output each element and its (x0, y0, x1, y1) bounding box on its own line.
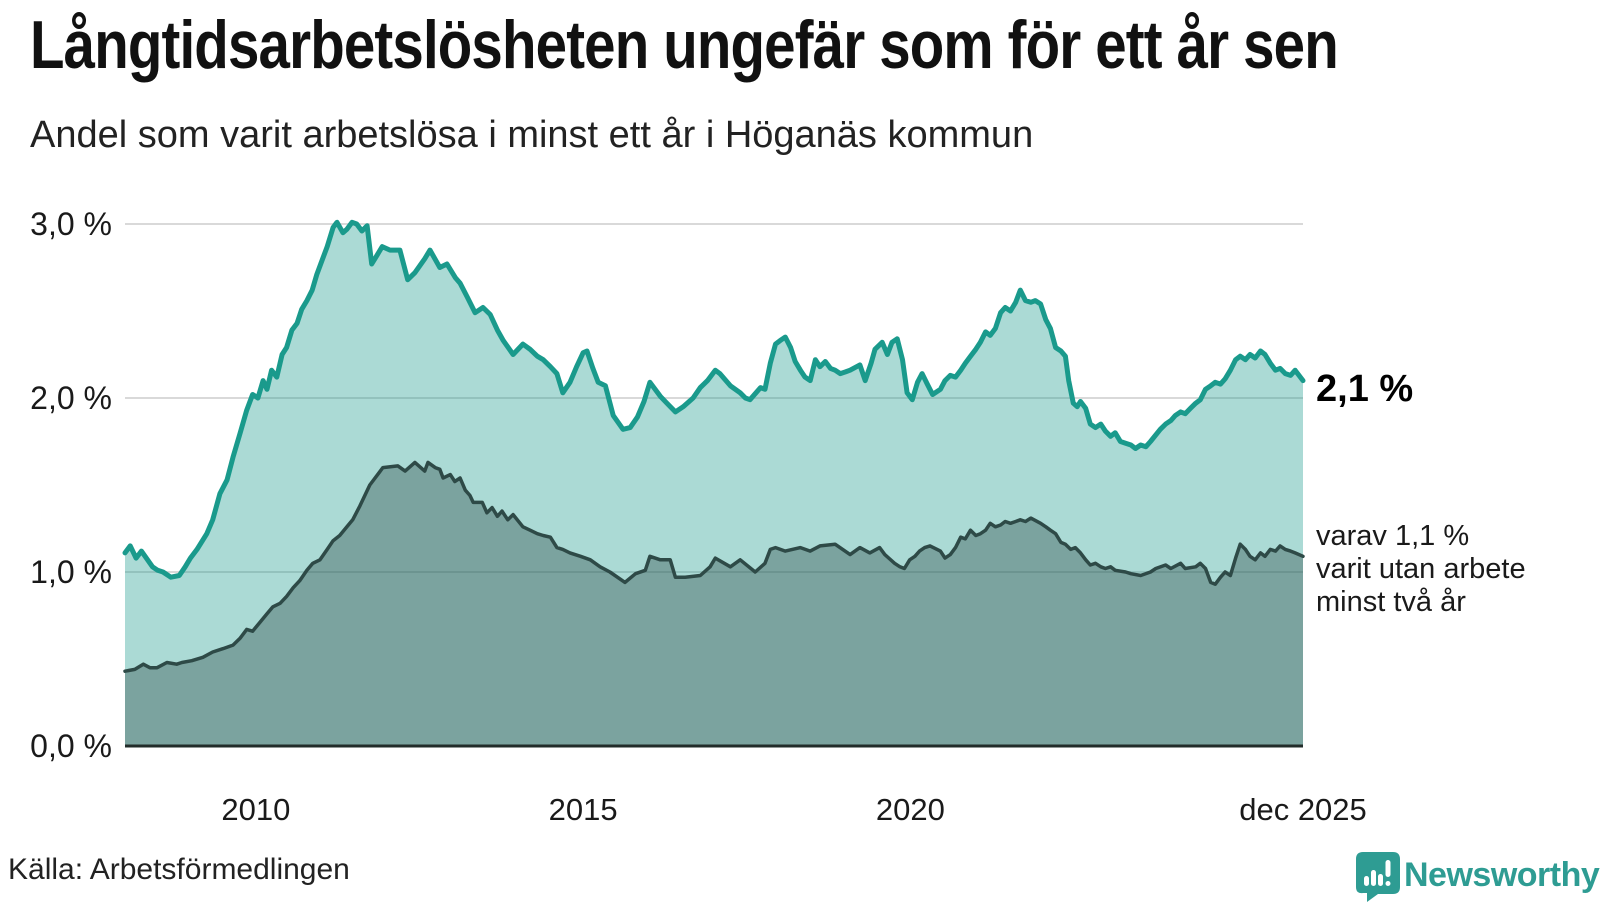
x-tick-label: 2020 (876, 792, 945, 827)
y-tick-label: 3,0 % (30, 206, 112, 242)
x-tick-label: dec 2025 (1239, 792, 1367, 827)
total-end-value-label: 2,1 % (1316, 368, 1414, 410)
y-tick-label: 2,0 % (30, 380, 112, 416)
total-line (122, 219, 1306, 580)
source-credit: Källa: Arbetsförmedlingen (8, 853, 350, 886)
two-year-area-fill (125, 462, 1303, 746)
y-tick-label: 1,0 % (30, 554, 112, 590)
gridlines (125, 223, 1303, 573)
y-tick-label: 0,0 % (30, 728, 112, 764)
two-year-line (123, 460, 1305, 673)
newsworthy-speech-bubble-icon (1356, 852, 1400, 902)
x-axis-tick-labels: 2010 2015 2020 dec 2025 (221, 792, 1366, 827)
y-axis-tick-labels: 0,0 % 1,0 % 2,0 % 3,0 % (30, 206, 112, 764)
chart-subtitle: Andel som varit arbetslösa i minst ett å… (30, 114, 1034, 156)
total-area-fill (125, 222, 1303, 747)
two-year-end-annotation: varav 1,1 % varit utan arbete minst två … (1316, 520, 1526, 618)
newsworthy-wordmark: Newsworthy (1404, 856, 1600, 894)
x-tick-label: 2010 (221, 792, 290, 827)
x-tick-label: 2015 (549, 792, 618, 827)
newsworthy-logo: Newsworthy (1356, 852, 1600, 902)
chart-title: Långtidsarbetslösheten ungefär som för e… (30, 7, 1339, 83)
